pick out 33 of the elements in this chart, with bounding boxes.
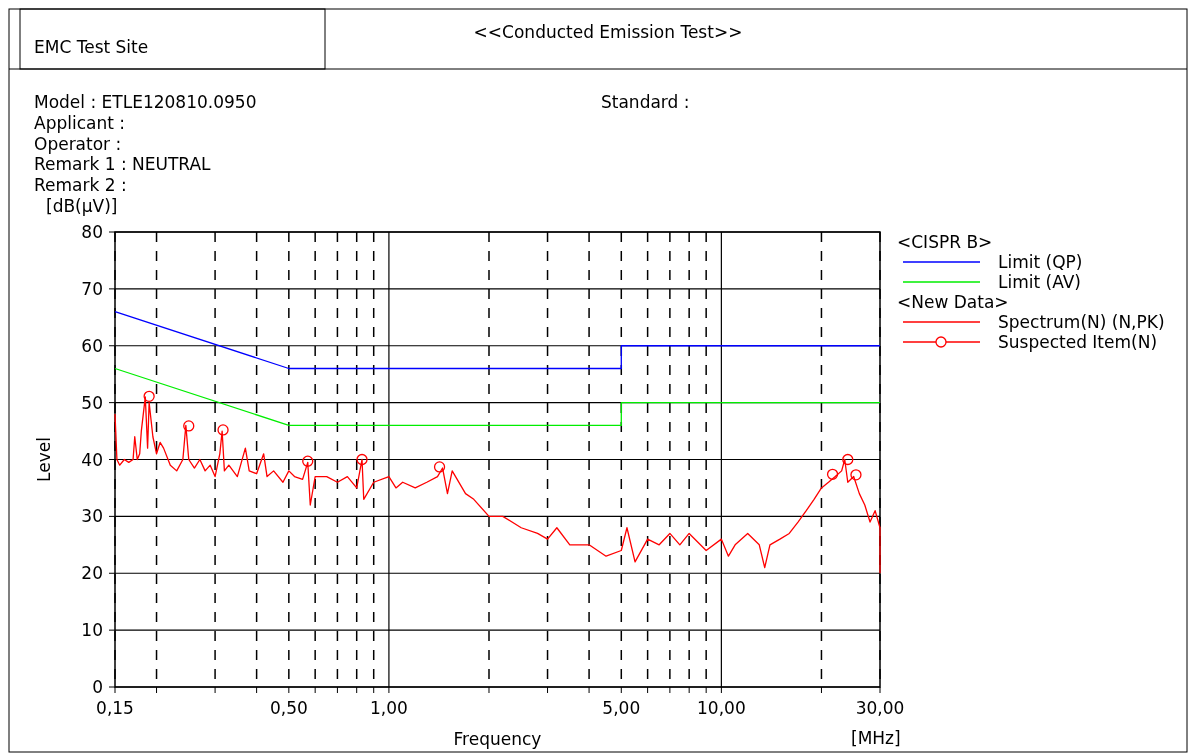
text: [MHz] xyxy=(851,728,901,748)
text: Standard : xyxy=(601,92,690,112)
text: <New Data> xyxy=(897,292,1009,312)
text: Model : ETLE120810.0950 xyxy=(34,92,257,112)
x-axis-title: Frequency xyxy=(453,729,542,749)
chart-title: <<Conducted Emission Test>> xyxy=(473,22,743,42)
text: <CISPR B> xyxy=(897,232,993,252)
x-tick-label: 10,00 xyxy=(697,698,746,718)
y-tick-label: 60 xyxy=(81,335,103,356)
y-tick-label: 10 xyxy=(81,620,103,641)
y-tick-label: 70 xyxy=(81,278,103,299)
y-tick-label: 0 xyxy=(92,677,103,697)
text: [dB(μV)] xyxy=(46,196,118,216)
legend-label: Spectrum(N) (N,PK) xyxy=(998,312,1165,332)
legend-label: Limit (QP) xyxy=(998,252,1083,272)
y-tick-label: 40 xyxy=(81,449,103,470)
y-tick-label: 30 xyxy=(81,506,103,527)
text: EMC Test Site xyxy=(34,37,149,57)
x-tick-label: 5,00 xyxy=(602,698,641,718)
y-tick-label: 50 xyxy=(81,392,103,413)
x-tick-label: 0,50 xyxy=(269,698,308,718)
y-tick-label: 20 xyxy=(81,563,103,584)
legend-label: Suspected Item(N) xyxy=(998,332,1158,352)
text: Remark 1 : NEUTRAL xyxy=(34,154,212,174)
y-tick-label: 80 xyxy=(81,222,103,242)
legend-label: Limit (AV) xyxy=(998,272,1081,292)
text: Remark 2 : xyxy=(34,175,127,195)
x-tick-label: 30,00 xyxy=(855,698,905,718)
y-axis-title: Level xyxy=(34,437,54,482)
x-tick-label: 0,15 xyxy=(96,698,134,718)
text: Operator : xyxy=(34,134,122,154)
x-tick-label: 1,00 xyxy=(369,698,408,718)
text: Applicant : xyxy=(34,113,125,133)
